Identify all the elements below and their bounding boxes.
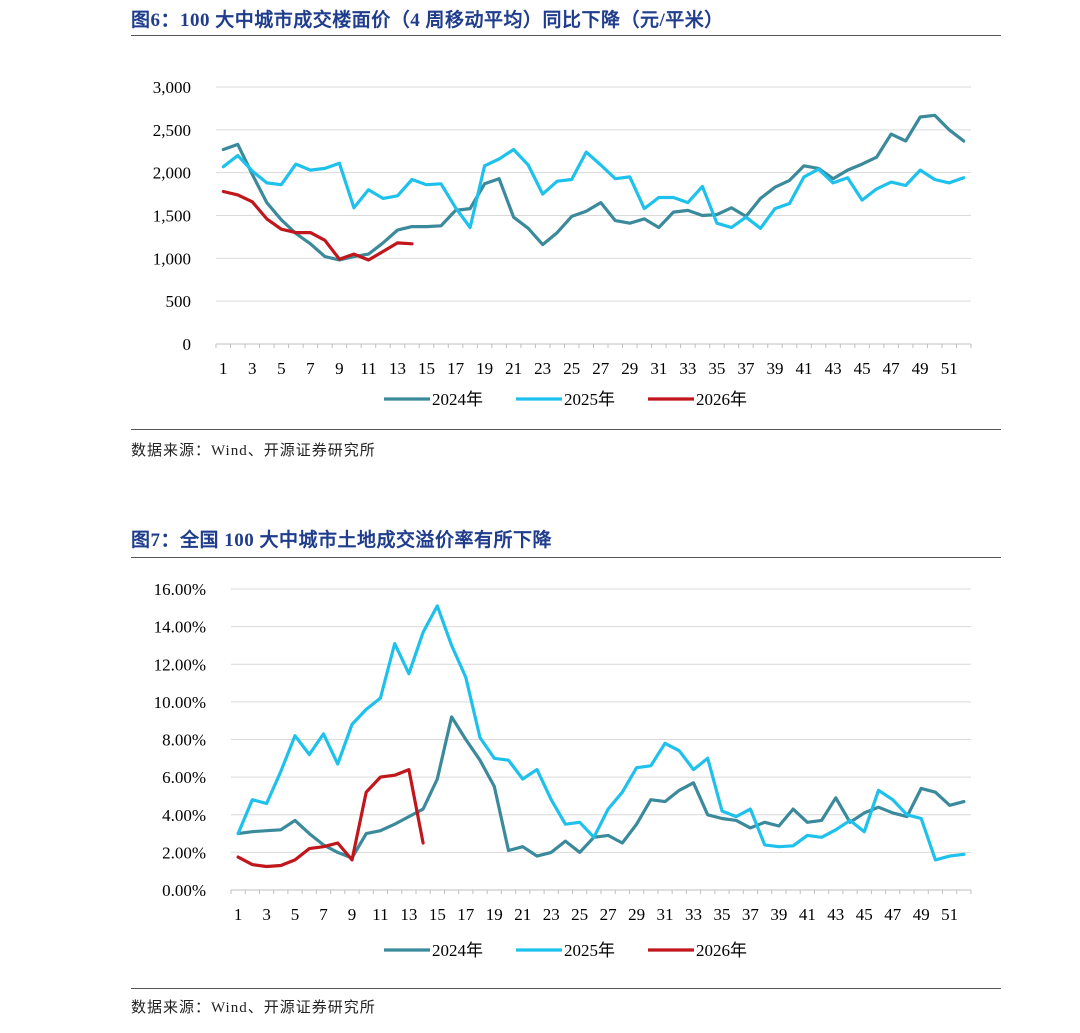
x-tick-label: 25 bbox=[563, 359, 580, 378]
x-tick-label: 41 bbox=[799, 905, 816, 924]
x-tick-label: 45 bbox=[856, 905, 873, 924]
figure-6-source: 数据来源：Wind、开源证券研究所 bbox=[131, 443, 376, 459]
x-tick-label: 19 bbox=[476, 359, 493, 378]
x-tick-label: 35 bbox=[708, 359, 725, 378]
figure-6-title: 图6：100 大中城市成交楼面价（4 周移动平均）同比下降（元/平米） bbox=[131, 10, 724, 31]
y-tick-label: 1,000 bbox=[153, 249, 191, 268]
x-tick-label: 17 bbox=[457, 905, 475, 924]
y-tick-label: 0 bbox=[183, 335, 192, 354]
figure-7-top-rule bbox=[131, 557, 1001, 558]
x-tick-label: 33 bbox=[679, 359, 696, 378]
x-tick-label: 9 bbox=[335, 359, 344, 378]
y-tick-label: 8.00% bbox=[162, 731, 206, 750]
x-tick-label: 7 bbox=[306, 359, 315, 378]
series-line-2024年 bbox=[236, 715, 966, 860]
y-tick-label: 500 bbox=[166, 292, 192, 311]
x-tick-label: 9 bbox=[348, 905, 357, 924]
x-tick-label: 33 bbox=[685, 905, 702, 924]
x-tick-label: 25 bbox=[571, 905, 588, 924]
y-tick-label: 4.00% bbox=[162, 806, 206, 825]
x-tick-label: 47 bbox=[883, 359, 901, 378]
x-tick-label: 31 bbox=[650, 359, 667, 378]
x-tick-label: 13 bbox=[400, 905, 417, 924]
y-tick-label: 0.00% bbox=[162, 881, 206, 900]
x-tick-label: 21 bbox=[514, 905, 531, 924]
y-tick-label: 2,500 bbox=[153, 121, 191, 140]
x-tick-label: 27 bbox=[600, 905, 618, 924]
y-tick-label: 6.00% bbox=[162, 768, 206, 787]
x-tick-label: 21 bbox=[505, 359, 522, 378]
x-tick-label: 29 bbox=[621, 359, 638, 378]
x-tick-label: 15 bbox=[418, 359, 435, 378]
x-tick-label: 11 bbox=[360, 359, 376, 378]
x-tick-label: 51 bbox=[941, 905, 958, 924]
x-tick-label: 13 bbox=[389, 359, 406, 378]
x-tick-label: 35 bbox=[713, 905, 730, 924]
x-tick-label: 17 bbox=[447, 359, 465, 378]
y-tick-label: 2,000 bbox=[153, 164, 191, 183]
y-tick-label: 10.00% bbox=[154, 693, 206, 712]
x-tick-label: 45 bbox=[854, 359, 871, 378]
legend-label: 2026年 bbox=[696, 941, 747, 960]
x-tick-label: 11 bbox=[372, 905, 388, 924]
x-tick-label: 1 bbox=[234, 905, 243, 924]
x-tick-label: 7 bbox=[319, 905, 328, 924]
x-tick-label: 49 bbox=[912, 359, 929, 378]
series-line-2025年 bbox=[236, 604, 966, 862]
legend-label: 2025年 bbox=[564, 941, 615, 960]
x-tick-label: 23 bbox=[534, 359, 551, 378]
y-tick-label: 3,000 bbox=[153, 78, 191, 97]
series-line-2026年 bbox=[236, 768, 425, 869]
y-tick-label: 16.00% bbox=[154, 580, 206, 599]
legend-label: 2024年 bbox=[432, 390, 483, 409]
figure-7-title: 图7：全国 100 大中城市土地成交溢价率有所下降 bbox=[131, 530, 553, 551]
x-tick-label: 31 bbox=[657, 905, 674, 924]
figure-7-bottom-rule bbox=[131, 988, 1001, 989]
x-tick-label: 43 bbox=[827, 905, 844, 924]
x-tick-label: 41 bbox=[796, 359, 813, 378]
x-tick-label: 1 bbox=[219, 359, 228, 378]
x-tick-label: 3 bbox=[262, 905, 271, 924]
figure-7-source: 数据来源：Wind、开源证券研究所 bbox=[131, 1000, 376, 1016]
x-tick-label: 15 bbox=[429, 905, 446, 924]
legend-label: 2026年 bbox=[696, 390, 747, 409]
y-tick-label: 12.00% bbox=[154, 655, 206, 674]
x-tick-label: 23 bbox=[543, 905, 560, 924]
series-line-2025年 bbox=[221, 147, 966, 230]
figure-6-bottom-rule bbox=[131, 429, 1001, 430]
figure-7-chart: 0.00% 2.00% 4.00% 6.00% 8.00% 10.00% 12.00% 14.… bbox=[154, 580, 972, 960]
x-tick-label: 39 bbox=[766, 359, 783, 378]
x-tick-label: 37 bbox=[737, 359, 755, 378]
y-tick-label: 14.00% bbox=[154, 618, 206, 637]
y-tick-label: 1,500 bbox=[153, 207, 191, 226]
x-tick-label: 43 bbox=[825, 359, 842, 378]
x-tick-label: 47 bbox=[884, 905, 902, 924]
figure-6-top-rule bbox=[131, 35, 1001, 36]
series-line-2026年 bbox=[221, 189, 414, 262]
legend-label: 2025年 bbox=[564, 390, 615, 409]
y-tick-label: 2.00% bbox=[162, 843, 206, 862]
x-tick-label: 51 bbox=[941, 359, 958, 378]
x-tick-label: 19 bbox=[486, 905, 503, 924]
legend-label: 2024年 bbox=[432, 941, 483, 960]
x-tick-label: 5 bbox=[277, 359, 286, 378]
x-tick-label: 29 bbox=[628, 905, 645, 924]
x-tick-label: 49 bbox=[913, 905, 930, 924]
x-tick-label: 27 bbox=[592, 359, 610, 378]
x-tick-label: 5 bbox=[291, 905, 300, 924]
x-tick-label: 3 bbox=[248, 359, 257, 378]
x-tick-label: 39 bbox=[770, 905, 787, 924]
x-tick-label: 37 bbox=[742, 905, 760, 924]
